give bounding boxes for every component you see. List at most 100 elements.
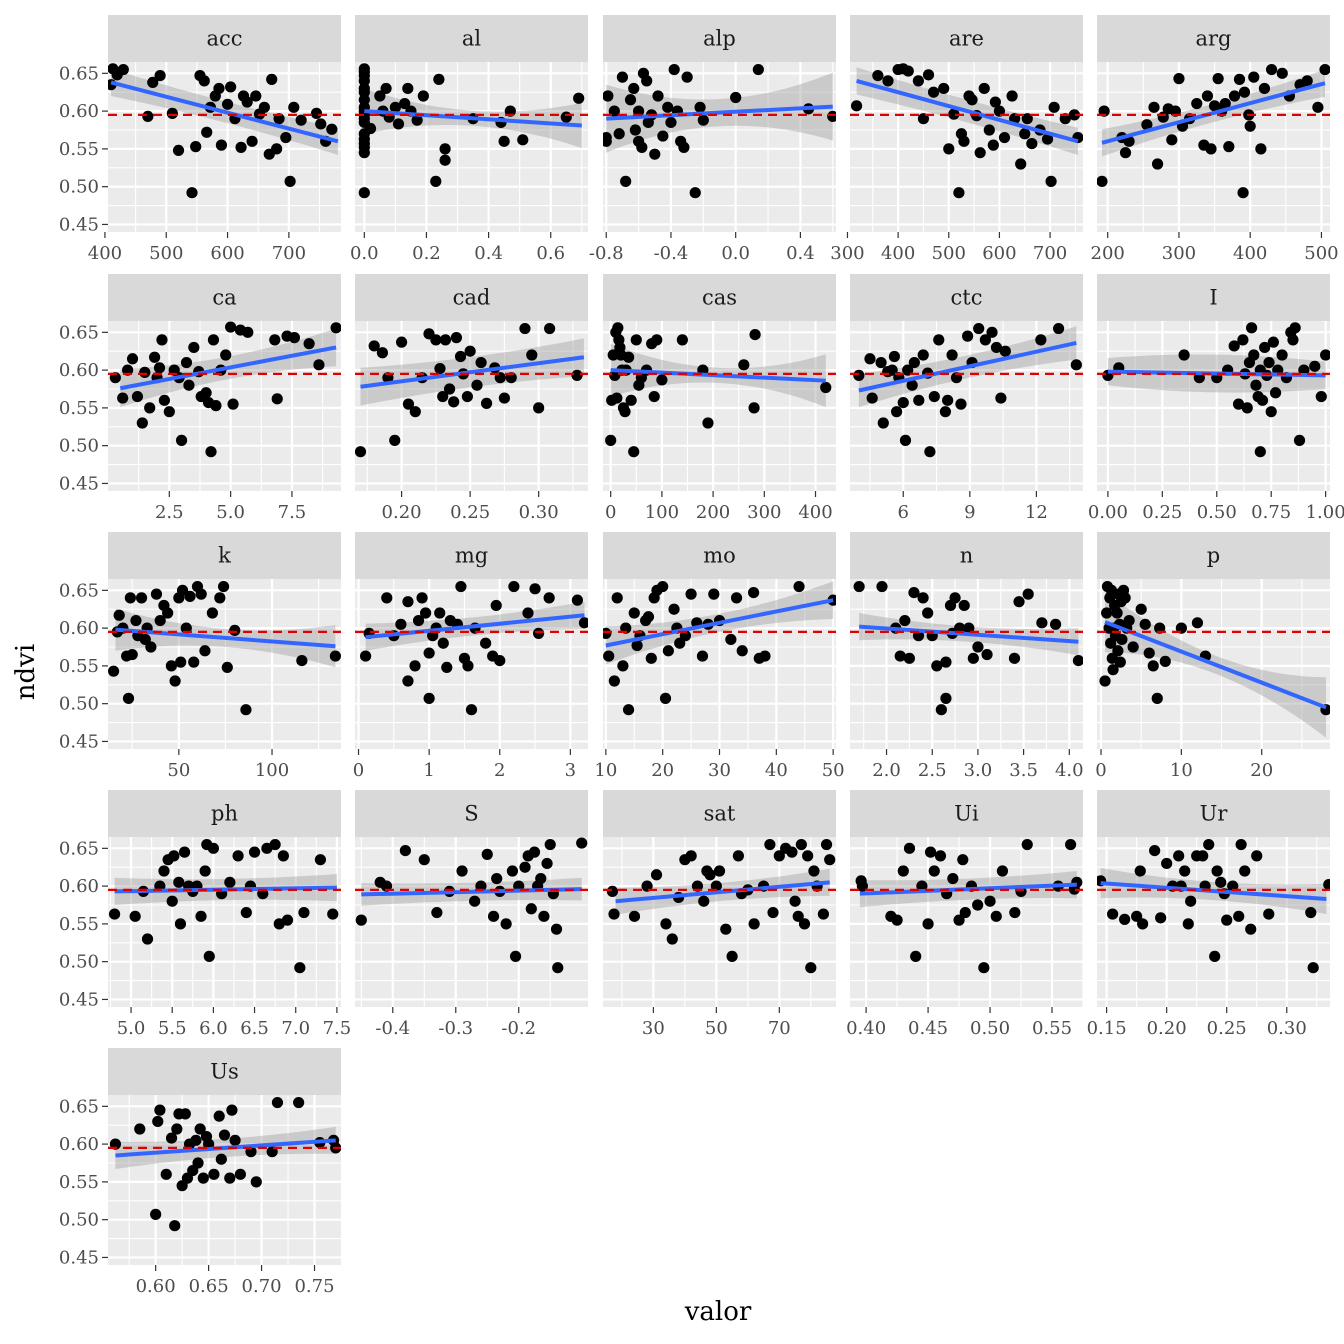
facet-panel-alp: alp -0.8 -0.4 0.0 0.4 <box>589 15 836 264</box>
data-point <box>631 639 643 652</box>
data-point <box>153 362 166 374</box>
x-tick-label: 50 <box>705 1018 728 1039</box>
facet-panel-acc: acc 0.45 0.50 0.55 0.60 0.65 400 500 600 700 <box>59 15 341 264</box>
data-point <box>1123 135 1135 147</box>
data-point <box>662 645 674 657</box>
x-tick-label: 20 <box>1250 760 1273 781</box>
data-point <box>199 645 211 657</box>
panel-plot-area <box>355 321 588 491</box>
x-tick-label: 300 <box>747 502 781 523</box>
data-point <box>1070 359 1082 371</box>
data-point <box>1197 850 1209 862</box>
data-point <box>666 933 678 945</box>
data-point <box>409 660 421 672</box>
data-point <box>528 846 541 858</box>
data-point <box>1265 406 1277 418</box>
facet-strip <box>1097 274 1330 321</box>
data-point <box>891 406 903 418</box>
facet-panel-mo: mo 10 20 30 40 50 <box>594 532 845 781</box>
data-point <box>608 908 620 920</box>
data-point <box>310 107 323 119</box>
regression-line <box>606 104 833 121</box>
data-point <box>288 332 300 344</box>
panel-background <box>1097 321 1330 491</box>
data-point <box>266 73 278 85</box>
x-tick-label: 6 <box>898 502 909 523</box>
data-point <box>184 590 196 602</box>
data-point <box>163 406 175 418</box>
data-point <box>298 906 310 919</box>
data-point <box>793 580 805 593</box>
panel-plot-area <box>603 62 836 232</box>
facet-strip <box>603 15 836 62</box>
data-point <box>431 906 443 919</box>
panel-background <box>355 837 588 1007</box>
data-point <box>642 611 655 623</box>
data-point <box>213 1110 225 1122</box>
data-point <box>1065 838 1077 851</box>
data-point <box>1287 334 1299 346</box>
data-point <box>1191 617 1204 629</box>
data-point <box>656 374 668 386</box>
data-point <box>1254 446 1266 458</box>
data-point <box>659 692 672 704</box>
data-point <box>169 1220 181 1232</box>
data-point <box>571 369 583 381</box>
data-point <box>1246 322 1258 334</box>
data-point <box>876 580 888 593</box>
data-point <box>1212 73 1224 85</box>
data-point <box>668 603 680 615</box>
data-point <box>108 665 120 677</box>
data-point <box>1161 857 1173 870</box>
data-point <box>764 838 776 851</box>
y-tick-label: 0.55 <box>59 914 99 935</box>
data-point <box>888 350 900 363</box>
data-point <box>1009 906 1021 919</box>
x-tick-label: 300 <box>1162 243 1196 264</box>
x-tick-label: 100 <box>645 502 679 523</box>
facet-panel-al: al 0.0 0.2 0.4 0.6 <box>350 15 588 264</box>
data-point <box>175 656 187 668</box>
data-point <box>1315 390 1327 403</box>
data-point <box>808 865 820 877</box>
regression-line <box>856 78 1079 144</box>
data-point <box>207 334 220 346</box>
regression-line <box>610 368 826 383</box>
data-point <box>1319 63 1330 76</box>
data-point <box>630 334 642 346</box>
x-tick-label: 0 <box>1095 760 1106 781</box>
data-point <box>928 390 940 403</box>
data-point <box>402 596 414 608</box>
data-point <box>1250 379 1262 391</box>
data-point <box>698 895 710 907</box>
x-tick-label: 0.75 <box>294 1276 334 1297</box>
data-point <box>607 349 619 361</box>
y-tick-label: 0.65 <box>59 322 99 343</box>
data-point <box>183 379 195 391</box>
x-tick-label: 6.5 <box>240 1018 269 1039</box>
data-point <box>1015 158 1027 170</box>
regression-line <box>1100 881 1327 901</box>
data-point <box>736 645 748 657</box>
x-tick-label: 500 <box>932 243 966 264</box>
data-point <box>471 379 483 391</box>
data-point <box>603 131 612 144</box>
data-point <box>364 122 377 135</box>
data-point <box>166 895 178 907</box>
data-point <box>628 82 640 95</box>
x-tick-label: 0.30 <box>519 502 559 523</box>
data-point <box>767 906 779 919</box>
facet-panel-ctc: ctc 6 9 12 <box>850 274 1083 523</box>
data-point <box>150 1208 162 1220</box>
data-point <box>225 321 237 333</box>
data-point <box>135 592 148 604</box>
data-point <box>913 394 925 406</box>
data-point <box>172 144 185 156</box>
data-point <box>924 446 936 458</box>
data-point <box>725 633 737 646</box>
data-point <box>641 75 653 87</box>
data-point <box>1022 588 1034 600</box>
data-point <box>176 584 189 596</box>
data-point <box>330 322 341 334</box>
data-point <box>732 850 744 862</box>
